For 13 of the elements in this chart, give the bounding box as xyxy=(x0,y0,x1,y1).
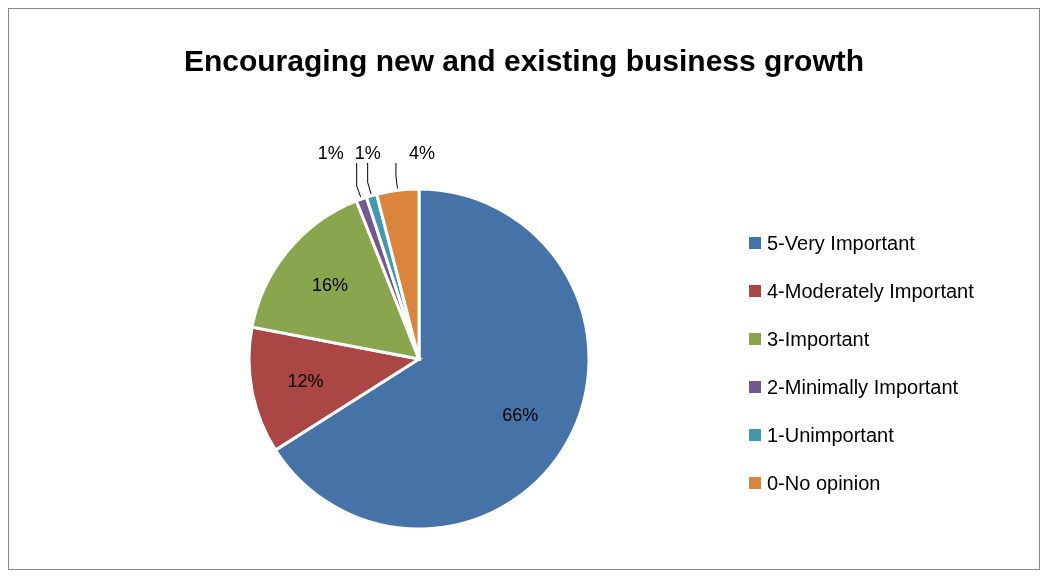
legend-label: 1-Unimportant xyxy=(767,423,894,448)
data-label: 4% xyxy=(408,143,435,163)
legend-label: 3-Important xyxy=(767,327,870,352)
data-label: 16% xyxy=(311,275,348,296)
chart-title: Encouraging new and existing business growth xyxy=(182,43,866,79)
data-label: 1% xyxy=(354,143,381,163)
data-label: 12% xyxy=(287,370,324,391)
legend-label: 0-No opinion xyxy=(767,471,881,496)
legend-label: 2-Minimally Important xyxy=(767,375,959,400)
data-label: 1% xyxy=(317,143,344,163)
legend-label: 5-Very Important xyxy=(767,231,915,256)
legend-label: 4-Moderately Important xyxy=(767,279,974,304)
data-label: 66% xyxy=(502,404,539,425)
